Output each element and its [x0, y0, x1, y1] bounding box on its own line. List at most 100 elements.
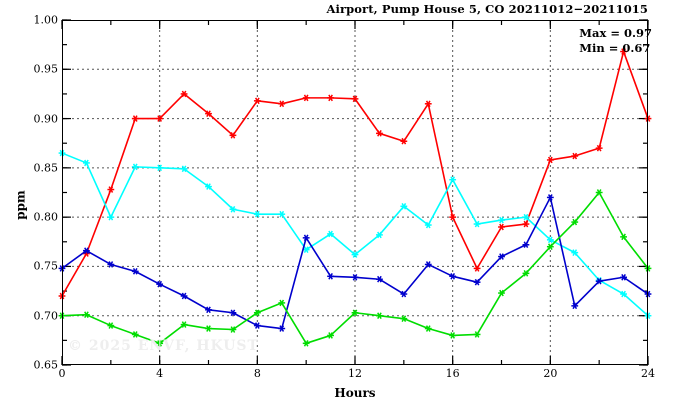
data-point-marker: [424, 100, 432, 108]
data-point-marker: [253, 97, 261, 105]
data-point-marker: [522, 270, 530, 277]
data-point-marker: [424, 221, 432, 229]
data-point-marker: [327, 94, 334, 102]
data-point-marker: [229, 205, 237, 213]
y-tick-label: 0.65: [33, 358, 59, 372]
data-point-marker: [473, 220, 481, 228]
data-point-marker: [351, 251, 359, 258]
data-point-marker: [253, 210, 261, 218]
x-tick-label: 0: [58, 367, 66, 380]
data-point-marker: [620, 233, 627, 241]
data-point-marker: [302, 94, 310, 102]
max-label: Max = 0.97: [579, 26, 652, 40]
plot-area: [58, 19, 652, 366]
data-point-marker: [400, 290, 408, 298]
data-point-marker: [644, 265, 652, 272]
data-point-marker: [156, 280, 164, 288]
data-point-marker: [376, 231, 383, 239]
x-tick-label: 16: [445, 367, 460, 380]
data-point-marker: [327, 272, 334, 280]
data-point-marker: [229, 309, 237, 317]
data-point-marker: [327, 230, 334, 238]
data-point-marker: [83, 311, 90, 319]
data-point-marker: [107, 213, 115, 221]
chart-canvas: [58, 19, 652, 366]
data-point-marker: [498, 253, 505, 260]
data-point-marker: [644, 312, 652, 320]
data-point-marker: [571, 249, 579, 256]
data-point-marker: [571, 218, 579, 226]
data-point-marker: [156, 339, 164, 347]
data-point-marker: [278, 210, 286, 218]
data-point-marker: [424, 261, 432, 268]
data-point-marker: [498, 223, 505, 231]
data-series-1: [58, 48, 652, 300]
data-point-marker: [205, 110, 212, 117]
data-point-marker: [107, 322, 115, 329]
data-point-marker: [156, 164, 164, 172]
data-point-marker: [449, 272, 457, 280]
data-point-marker: [571, 152, 579, 160]
data-point-marker: [131, 268, 139, 275]
data-point-marker: [473, 278, 481, 286]
y-tick-label: 0.85: [33, 161, 59, 175]
data-point-marker: [253, 322, 261, 329]
data-series-2: [58, 149, 652, 320]
data-point-marker: [376, 312, 383, 320]
data-point-marker: [546, 156, 554, 164]
data-point-marker: [644, 290, 652, 298]
data-point-marker: [302, 339, 310, 347]
data-point-marker: [327, 332, 334, 339]
x-tick-label: 24: [641, 367, 655, 380]
data-point-marker: [571, 302, 579, 310]
data-point-marker: [131, 115, 139, 122]
data-series-4: [58, 189, 652, 347]
x-tick-label: 20: [543, 367, 558, 380]
y-axis-tick-labels: 0.65 0.70 0.75 0.80 0.85 0.90 0.95 1.00: [0, 14, 59, 372]
data-point-marker: [229, 132, 237, 139]
data-point-marker: [107, 186, 115, 193]
x-axis-tick-labels: 0 4 8 12 16 20 24: [58, 367, 656, 385]
data-point-marker: [522, 220, 530, 228]
data-point-marker: [253, 309, 261, 317]
data-point-marker: [620, 273, 627, 281]
min-label: Min = 0.67: [579, 41, 651, 55]
data-point-marker: [131, 163, 139, 171]
data-point-marker: [546, 243, 554, 251]
data-point-marker: [400, 202, 408, 210]
y-tick-label: 0.80: [33, 210, 59, 224]
data-point-marker: [302, 246, 310, 253]
minmax-annotation: Max = 0.97 Min = 0.67: [579, 26, 652, 56]
data-point-marker: [595, 144, 603, 152]
data-point-marker: [620, 290, 627, 298]
data-point-marker: [302, 234, 310, 242]
data-point-marker: [449, 332, 457, 339]
data-point-marker: [180, 90, 188, 98]
plot-frame: [62, 20, 648, 365]
data-point-marker: [449, 213, 457, 221]
x-tick-label: 8: [253, 367, 261, 380]
data-point-marker: [449, 176, 457, 184]
data-point-marker: [595, 189, 603, 196]
data-point-marker: [376, 275, 383, 283]
data-point-marker: [107, 261, 115, 268]
data-point-marker: [351, 95, 359, 103]
y-tick-label: 0.95: [33, 62, 59, 76]
data-point-marker: [205, 306, 212, 314]
y-tick-label: 0.75: [33, 259, 59, 273]
x-tick-label: 4: [156, 367, 164, 380]
x-tick-label: 12: [348, 367, 362, 380]
x-axis-label: Hours: [334, 386, 376, 400]
watermark: © 2025 ENVF, HKUST: [68, 338, 259, 354]
data-point-marker: [180, 165, 188, 173]
data-point-marker: [376, 130, 383, 137]
data-point-marker: [595, 277, 603, 285]
data-point-marker: [351, 309, 359, 317]
y-tick-label: 0.70: [33, 309, 59, 323]
data-point-marker: [546, 194, 554, 201]
data-point-marker: [473, 331, 481, 338]
data-point-marker: [278, 299, 286, 307]
data-point-marker: [131, 331, 139, 338]
data-point-marker: [400, 137, 408, 145]
data-point-marker: [522, 213, 530, 221]
